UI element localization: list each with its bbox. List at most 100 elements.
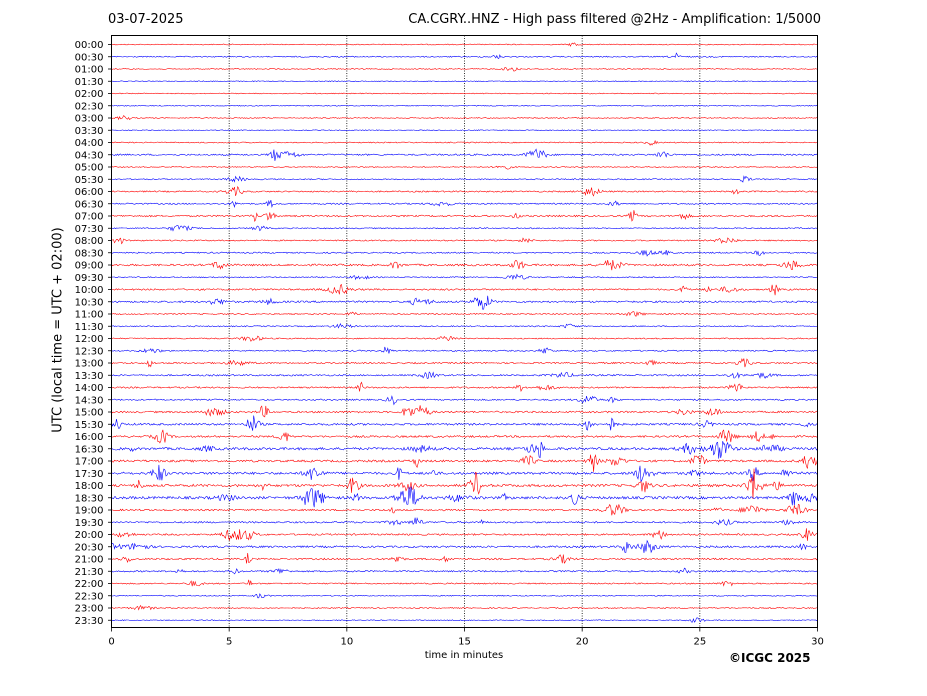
trace-line	[111, 115, 818, 121]
row-label: 20:30	[75, 542, 104, 553]
row-label: 09:00	[75, 261, 104, 272]
row-label: 16:00	[75, 432, 104, 443]
vertical-gridlines	[228, 35, 701, 628]
trace-line	[111, 468, 818, 500]
x-tick-label: 0	[108, 637, 114, 648]
trace-line	[111, 528, 818, 542]
x-tick-label: 30	[811, 637, 824, 648]
trace-line	[111, 464, 818, 483]
row-label: 00:30	[75, 52, 104, 63]
trace-line	[111, 175, 818, 183]
trace-line	[111, 552, 818, 564]
trace-line	[111, 503, 818, 516]
row-label: 14:30	[75, 395, 104, 406]
x-axis-ticks: 0 5 10 15 20 25 30	[108, 627, 824, 648]
row-label: 22:00	[75, 579, 104, 590]
row-label: 12:00	[75, 334, 104, 345]
row-label: 13:00	[75, 359, 104, 370]
row-label: 01:30	[75, 77, 104, 88]
trace-line	[111, 617, 818, 623]
row-label: 13:30	[75, 371, 104, 382]
row-label: 10:00	[75, 285, 104, 296]
row-label: 03:00	[75, 114, 104, 125]
row-label: 16:30	[75, 444, 104, 455]
row-label: 11:30	[75, 322, 104, 333]
trace-line	[111, 259, 818, 271]
row-label: 12:30	[75, 346, 104, 357]
row-label: 02:00	[75, 89, 104, 100]
trace-line	[111, 148, 818, 161]
trace-line	[111, 80, 818, 83]
trace-line	[111, 429, 818, 444]
x-tick-label: 15	[458, 637, 471, 648]
trace-line	[111, 593, 818, 599]
trace-line	[111, 322, 818, 329]
trace-line	[111, 371, 818, 379]
x-axis-label: time in minutes	[424, 650, 504, 661]
plot-frame	[111, 35, 818, 628]
row-label: 07:30	[75, 224, 104, 235]
trace-line	[111, 104, 818, 107]
row-label: 23:00	[75, 604, 104, 615]
trace-line	[111, 139, 818, 146]
trace-line	[111, 92, 818, 95]
row-label: 18:00	[75, 481, 104, 492]
row-label: 06:00	[75, 187, 104, 198]
trace-line	[111, 185, 818, 197]
row-label: 21:00	[75, 555, 104, 566]
trace-line	[111, 273, 818, 281]
row-label: 18:30	[75, 493, 104, 504]
x-tick-label: 5	[226, 637, 232, 648]
trace-line	[111, 210, 818, 223]
row-label: 01:00	[75, 65, 104, 76]
row-label: 17:00	[75, 457, 104, 468]
trace-line	[111, 415, 818, 431]
row-label: 08:30	[75, 248, 104, 259]
trace-line	[111, 346, 818, 354]
row-label: 00:00	[75, 40, 104, 51]
row-label: 15:00	[75, 408, 104, 419]
row-label: 14:00	[75, 383, 104, 394]
trace-line	[111, 604, 818, 611]
trace-line	[111, 405, 818, 418]
row-label: 05:00	[75, 163, 104, 174]
trace-line	[111, 395, 818, 406]
trace-line	[111, 52, 818, 60]
trace-line	[111, 441, 818, 459]
row-label: 23:30	[75, 616, 104, 627]
row-label: 02:30	[75, 101, 104, 112]
trace-line	[111, 454, 818, 472]
trace-line	[111, 199, 818, 209]
x-tick-label: 20	[576, 637, 589, 648]
trace-line	[111, 539, 818, 554]
row-label: 11:00	[75, 310, 104, 321]
x-tick-label: 10	[340, 637, 353, 648]
row-label: 09:30	[75, 273, 104, 284]
row-label: 08:00	[75, 236, 104, 247]
row-label: 19:00	[75, 506, 104, 517]
trace-line	[111, 335, 818, 342]
trace-line	[111, 516, 818, 526]
trace-line	[111, 381, 818, 393]
row-label: 07:00	[75, 212, 104, 223]
row-label: 20:00	[75, 530, 104, 541]
x-tick-label: 25	[693, 637, 706, 648]
y-axis-label: UTC (local time = UTC + 02:00)	[50, 227, 66, 433]
chart-date: 03-07-2025	[108, 12, 184, 27]
row-label: 19:30	[75, 518, 104, 529]
trace-line	[111, 486, 818, 508]
row-label: 22:30	[75, 591, 104, 602]
copyright-notice: ©ICGC 2025	[729, 651, 811, 665]
trace-line	[111, 165, 818, 170]
chart-title: CA.CGRY..HNZ - High pass filtered @2Hz -…	[408, 12, 821, 27]
seismic-traces	[111, 42, 818, 623]
row-label: 15:30	[75, 420, 104, 431]
trace-line	[111, 311, 818, 318]
trace-line	[111, 129, 818, 132]
trace-line	[111, 579, 818, 587]
trace-line	[111, 42, 818, 47]
row-label: 21:30	[75, 567, 104, 578]
trace-line	[111, 283, 818, 296]
trace-line	[111, 249, 818, 257]
